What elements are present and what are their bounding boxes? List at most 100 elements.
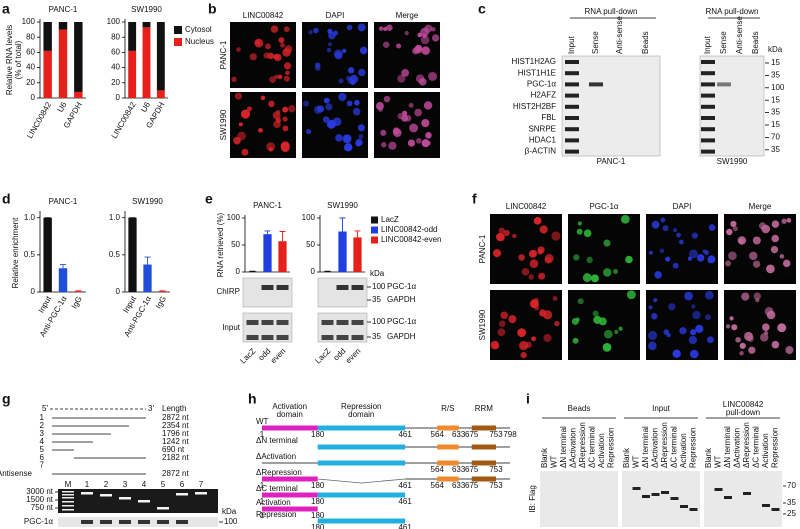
cell [518,254,525,261]
cell [355,140,362,147]
lane-label: WT [550,455,559,468]
cell [771,234,779,243]
domain-header: R/S [441,404,454,413]
lane-label: Activation [597,433,606,468]
cell [282,106,289,113]
cell [234,92,243,100]
x-tick-label: LacZ [313,346,332,365]
y-tick-label: 20 [26,78,35,87]
x-tick-label: IgG [154,295,168,311]
cell [283,26,290,33]
cell [728,251,737,261]
cell [538,272,546,280]
panel-letter: d [2,191,11,207]
band [589,82,603,87]
x-tick-label: LINC00842 [110,100,138,140]
construct-label: 7 [40,461,45,470]
band [261,335,274,340]
construct-label: ΔC terminal [256,484,298,493]
cell [358,68,366,77]
band [724,496,732,499]
construct-label: Repression [256,510,296,519]
cell [531,250,538,257]
blot-label: PGC-1α [24,517,53,526]
bar-segment [128,50,137,98]
cell [702,249,707,254]
residue-number: 675 [465,430,479,439]
cell [687,256,692,261]
cell [739,342,746,349]
bar-segment [74,91,83,98]
residue-number: 753 [489,481,503,490]
cell [265,43,271,50]
column-header: LINC00842 [243,11,284,20]
cell [347,67,355,74]
cell [528,274,535,280]
protein-label: PGC-1α [387,317,416,326]
cell [238,122,243,127]
panel-letter: b [208,1,217,17]
cell [752,260,761,268]
cell [572,337,579,344]
cell [346,24,353,31]
domain [471,444,496,450]
construct-length: 690 nt [162,445,185,454]
residue-number: 180 [311,523,325,529]
cell [786,218,792,223]
ladder-band [62,509,74,511]
bar [338,231,347,272]
cell [313,27,319,34]
cell [663,329,670,335]
cell [603,239,611,247]
cell [782,259,791,268]
cell [268,100,275,108]
cell [425,140,431,146]
y-tick-label: 50 [306,240,315,249]
cell [249,53,257,61]
lane-label: Anti-sense [735,16,744,54]
residue-number: 461 [398,497,412,506]
bar-segment [156,90,165,98]
cell [519,341,529,351]
cell [335,134,343,142]
domain-header: domain [348,410,374,419]
construct-length: 1796 nt [162,429,189,438]
cell [707,336,714,344]
gel-band [81,492,93,495]
band [276,335,289,340]
residue-number: 633 [452,430,466,439]
column-header: Merge [396,11,419,20]
cell [781,218,787,224]
cell [401,110,408,116]
legend-swatch [371,226,378,234]
cell [412,47,419,55]
cell [571,317,579,325]
cell [576,228,583,235]
cell [762,323,770,331]
chart-title: PANC-1 [49,197,78,206]
cell [495,233,504,241]
column-header: Merge [749,202,772,211]
blot-row-label: Input [222,323,241,332]
panel-letter: a [2,1,10,17]
y-tick-label: 0 [31,93,36,102]
cell [357,23,366,32]
y-tick-label: 50 [231,240,240,249]
kda-value: 100 [771,83,785,92]
column-header: DAPI [326,11,345,20]
cell [315,62,321,68]
residue-number: 1 [260,497,265,506]
domain [317,460,406,466]
y-tick-label: 1.0 [109,213,121,222]
residue-number: 633 [452,465,466,474]
cell [544,253,554,264]
legend-swatch [174,26,182,34]
band [351,335,364,340]
cell [303,100,310,107]
cell [380,129,387,136]
cell-label: PANC-1 [597,157,626,166]
construct-label: 4 [40,437,45,446]
cell [730,220,737,228]
legend-swatch [371,236,378,244]
cell [748,346,756,354]
